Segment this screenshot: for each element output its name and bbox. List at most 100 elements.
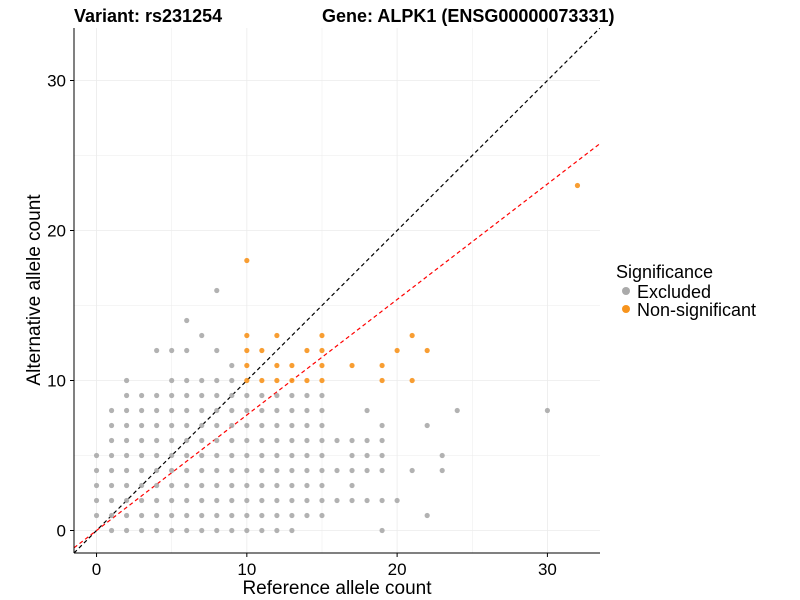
point-non-significant: [319, 332, 325, 339]
y-tick-label: 20: [47, 222, 66, 241]
point-excluded: [184, 437, 190, 444]
point-excluded: [244, 392, 250, 399]
point-non-significant: [349, 362, 355, 369]
point-excluded: [229, 392, 235, 399]
point-excluded: [124, 407, 130, 414]
point-excluded: [229, 407, 235, 414]
point-excluded: [199, 377, 205, 384]
point-excluded: [259, 452, 265, 459]
point-excluded: [169, 497, 175, 504]
legend-key-excluded: [622, 287, 630, 295]
point-non-significant: [244, 332, 250, 339]
point-excluded: [349, 452, 355, 459]
point-excluded: [304, 407, 310, 414]
point-non-significant: [394, 347, 400, 354]
point-excluded: [184, 467, 190, 474]
point-excluded: [108, 437, 115, 444]
point-excluded: [169, 467, 175, 474]
point-excluded: [379, 497, 385, 504]
point-excluded: [334, 467, 340, 474]
point-non-significant: [289, 362, 295, 369]
point-excluded: [274, 437, 280, 444]
point-excluded: [124, 482, 130, 489]
point-excluded: [184, 512, 190, 519]
point-excluded: [304, 467, 310, 474]
point-excluded: [439, 452, 445, 459]
point-excluded: [274, 392, 280, 399]
point-excluded: [289, 407, 295, 414]
point-excluded: [184, 377, 190, 384]
point-excluded: [274, 407, 280, 414]
point-excluded: [169, 482, 175, 489]
point-excluded: [289, 392, 295, 399]
variant-title: Variant: rs231254: [74, 6, 222, 26]
point-excluded: [259, 527, 265, 534]
point-non-significant: [244, 377, 250, 384]
point-excluded: [274, 467, 280, 474]
point-excluded: [184, 452, 190, 459]
point-excluded: [214, 452, 220, 459]
point-excluded: [154, 512, 160, 519]
point-excluded: [229, 452, 235, 459]
legend: Significance Excluded Non-significant: [616, 262, 756, 320]
point-non-significant: [319, 347, 325, 354]
point-non-significant: [274, 377, 280, 384]
point-excluded: [214, 377, 220, 384]
point-excluded: [214, 497, 220, 504]
legend-key-non-significant: [622, 305, 630, 313]
point-excluded: [139, 467, 145, 474]
y-tick-label: 10: [47, 372, 66, 391]
point-excluded: [124, 452, 130, 459]
point-non-significant: [319, 362, 325, 369]
point-excluded: [154, 407, 160, 414]
point-excluded: [274, 512, 280, 519]
point-excluded: [244, 452, 250, 459]
point-excluded: [304, 452, 310, 459]
point-excluded: [274, 422, 280, 429]
point-excluded: [139, 512, 145, 519]
point-excluded: [304, 422, 310, 429]
point-excluded: [124, 392, 130, 399]
axis-ticks: 0 10 20 30 0 10 20 30: [47, 72, 557, 580]
point-excluded: [139, 497, 145, 504]
point-excluded: [364, 467, 370, 474]
point-excluded: [139, 422, 145, 429]
point-excluded: [274, 452, 280, 459]
point-excluded: [214, 407, 220, 414]
point-excluded: [169, 452, 175, 459]
point-excluded: [139, 407, 145, 414]
point-excluded: [184, 347, 190, 354]
point-excluded: [334, 437, 340, 444]
point-excluded: [184, 317, 190, 324]
reference-lines: [74, 28, 600, 553]
point-excluded: [229, 527, 235, 534]
point-excluded: [304, 497, 310, 504]
point-excluded: [124, 422, 130, 429]
legend-label-non-significant: Non-significant: [637, 300, 756, 320]
point-non-significant: [574, 182, 581, 189]
fit-line: [74, 143, 600, 549]
point-excluded: [169, 512, 175, 519]
point-excluded: [199, 407, 205, 414]
point-excluded: [259, 392, 265, 399]
point-excluded: [379, 437, 385, 444]
point-excluded: [274, 482, 280, 489]
point-excluded: [229, 437, 235, 444]
point-non-significant: [289, 377, 295, 384]
point-excluded: [214, 437, 220, 444]
x-tick-label: 0: [92, 560, 101, 579]
point-excluded: [184, 422, 190, 429]
point-excluded: [379, 467, 385, 474]
point-non-significant: [409, 332, 415, 339]
point-excluded: [364, 452, 370, 459]
legend-label-excluded: Excluded: [637, 282, 711, 302]
point-excluded: [108, 452, 115, 459]
point-excluded: [229, 422, 235, 429]
point-non-significant: [424, 347, 430, 354]
point-excluded: [319, 422, 325, 429]
point-excluded: [214, 467, 220, 474]
point-excluded: [124, 512, 130, 519]
point-excluded: [319, 452, 325, 459]
point-excluded: [214, 512, 220, 519]
